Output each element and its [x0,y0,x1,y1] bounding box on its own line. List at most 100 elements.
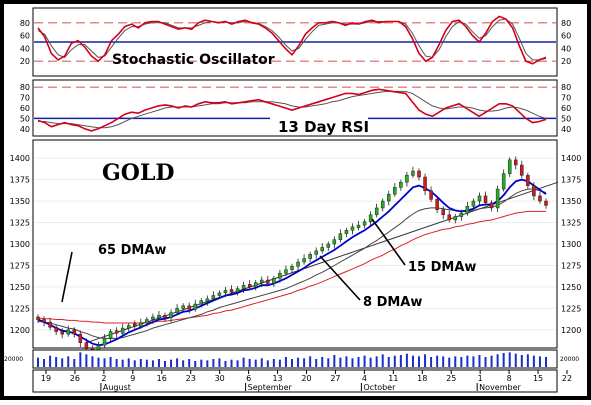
volume-bar [97,357,100,367]
volume-bar [73,359,76,367]
volume-bar [103,358,106,367]
volume-bar [363,355,366,367]
candle-down [60,331,64,335]
rsi-line [37,88,547,132]
stoch-tick-right: 60 [561,32,571,41]
volume-bar [194,361,197,367]
x-tick-label: 30 [215,374,225,383]
x-tick-label: 4 [362,374,367,383]
price-panel: 1400 1375 1350 1325 1300 1275 1250 1225 1200 140… [10,139,581,355]
candle-down [429,190,433,200]
candle-down [447,214,451,221]
candle-down [163,314,167,319]
candle-down [483,195,488,204]
price-tick-left: 1325 [10,219,30,228]
candle-down [423,176,427,192]
price-tick-right: 1300 [561,240,581,249]
volume-bar [309,356,312,367]
volume-bar [115,359,118,367]
month-label: November [479,383,521,392]
volume-bar [478,355,481,367]
candle-up [507,159,512,174]
month-label: August [103,383,131,392]
candle-up [108,331,113,339]
candle-down [114,330,119,334]
volume-tick-left: 20000 [4,356,23,363]
candle-up [235,288,240,293]
candle-up [471,200,476,207]
candle-up [368,214,373,222]
volume-bar [411,355,414,367]
annotation-8dma: 8 DMAw [363,295,422,310]
price-tick-left: 1275 [10,261,30,270]
volume-bar [91,356,94,367]
candle-up [151,316,155,320]
candle-down [538,195,542,202]
price-tick-right: 1225 [561,304,581,313]
stoch-tick-left: 20 [20,57,30,66]
volume-bar [448,357,451,367]
candle-up [314,250,318,255]
candle-up [260,279,264,283]
volume-bar [333,355,336,367]
candle-up [465,205,470,214]
candle-down [133,323,137,327]
volume-bar [200,359,203,367]
stochastic-panel: 80 60 40 20 80 60 40 20 Stochastic Oscillator [20,7,571,77]
volume-bar [315,359,318,367]
volume-bar [236,360,239,367]
x-tick-label: 9 [130,374,135,383]
month-label: October [363,383,396,392]
price-tick-left: 1250 [10,283,30,292]
x-tick-label: 13 [272,374,282,383]
volume-bar [139,359,142,367]
annotation-arrow-8dma [319,255,361,301]
volume-frame [32,349,558,369]
candle-down [489,202,494,209]
volume-bar [393,355,396,367]
x-tick-label: 20 [301,374,311,383]
x-tick-label: 18 [417,374,427,383]
rsi-tick-left: 80 [20,83,30,92]
candle-up [66,329,70,335]
volume-bar [351,358,354,367]
x-tick-label: 19 [41,374,51,383]
candle-up [356,224,361,228]
volume-bar [61,358,64,367]
time-axis-frame [32,369,558,393]
candle-down [526,175,530,186]
volume-bar [514,353,517,367]
time-axis: 19 26 2 9 16 23 30 6 13 20 27 4 11 18 25 1 8 15 22 August S… [32,369,572,393]
candle-up [332,239,337,245]
candle-up [387,193,391,202]
volume-bar [260,358,263,367]
candle-down [435,199,439,210]
candle-down [54,327,58,332]
x-tick-label: 6 [246,374,251,383]
volume-bar [170,359,173,367]
month-label: September [248,383,293,392]
volume-bar [321,357,324,367]
x-tick-label: 2 [101,374,106,383]
volume-bar [526,354,529,367]
candle-down [266,279,270,284]
volume-bar [436,355,439,367]
x-tick-label: 1 [478,374,483,383]
rsi-tick-left: 50 [20,114,30,123]
volume-bar [151,360,154,367]
candle-up [326,243,331,248]
rsi-tick-right: 40 [561,125,571,134]
volume-bar [508,352,511,367]
volume-bar [67,356,70,367]
candle-down [544,200,548,206]
volume-bar [532,355,535,367]
volume-bar [538,356,541,367]
candle-up [338,233,343,240]
x-tick-label: 23 [186,374,196,383]
candle-down [36,316,40,320]
x-tick-label: 15 [533,374,543,383]
rsi-tick-left: 60 [20,104,30,113]
price-tick-right: 1250 [561,283,581,292]
price-tick-left: 1300 [10,240,30,249]
